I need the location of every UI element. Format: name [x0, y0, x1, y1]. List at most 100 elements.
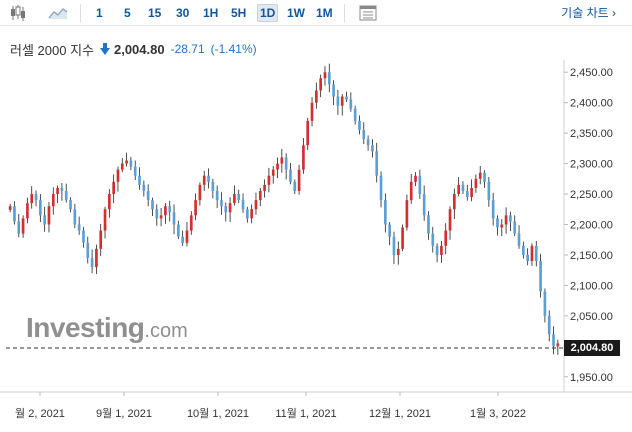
candle[interactable]	[448, 206, 452, 240]
candle[interactable]	[155, 204, 159, 226]
candle[interactable]	[461, 181, 465, 195]
candle[interactable]	[254, 192, 258, 215]
candle[interactable]	[43, 206, 46, 232]
candle[interactable]	[220, 192, 223, 215]
candle[interactable]	[233, 185, 236, 206]
candle[interactable]	[345, 91, 348, 103]
timeframe-1d[interactable]: 1D	[257, 4, 279, 22]
candle[interactable]	[409, 173, 413, 204]
candle[interactable]	[280, 148, 284, 173]
candle[interactable]	[444, 223, 448, 255]
candle[interactable]	[319, 74, 322, 98]
candle[interactable]	[90, 249, 94, 274]
candle[interactable]	[431, 226, 435, 253]
candle[interactable]	[13, 201, 16, 225]
area-chart-type-icon[interactable]	[46, 2, 70, 24]
candle[interactable]	[470, 179, 473, 202]
candle[interactable]	[151, 197, 154, 216]
candle[interactable]	[224, 202, 228, 222]
candle[interactable]	[358, 115, 361, 135]
candle[interactable]	[315, 82, 318, 109]
candle[interactable]	[353, 105, 357, 125]
candle[interactable]	[228, 197, 232, 223]
candle[interactable]	[478, 165, 482, 185]
candle[interactable]	[168, 200, 172, 222]
candle[interactable]	[172, 204, 176, 235]
candle[interactable]	[125, 152, 128, 167]
candle[interactable]	[120, 158, 124, 173]
candle[interactable]	[306, 117, 310, 151]
candle[interactable]	[435, 243, 439, 263]
candle[interactable]	[530, 243, 534, 266]
candle[interactable]	[194, 193, 197, 221]
candle[interactable]	[64, 183, 68, 203]
candle[interactable]	[51, 187, 55, 215]
candle[interactable]	[392, 231, 396, 265]
candle[interactable]	[379, 171, 383, 208]
candle[interactable]	[271, 165, 275, 184]
advanced-chart-link[interactable]: 기술 차트 ›	[561, 6, 616, 20]
candle[interactable]	[491, 192, 495, 226]
candle[interactable]	[401, 224, 404, 252]
candle[interactable]	[474, 174, 478, 193]
timeframe-1[interactable]: 1	[96, 6, 103, 20]
candle[interactable]	[56, 185, 59, 204]
candle[interactable]	[414, 172, 417, 187]
candle[interactable]	[267, 167, 271, 193]
candle[interactable]	[504, 207, 508, 234]
candle[interactable]	[34, 190, 38, 207]
candle[interactable]	[116, 166, 120, 192]
candle[interactable]	[133, 160, 137, 181]
candle[interactable]	[189, 211, 193, 235]
candle[interactable]	[17, 214, 21, 238]
candle[interactable]	[246, 206, 249, 223]
candle[interactable]	[422, 185, 426, 221]
candle[interactable]	[146, 184, 150, 207]
candle[interactable]	[371, 139, 374, 158]
candle[interactable]	[207, 168, 210, 189]
candle[interactable]	[108, 189, 111, 218]
candle[interactable]	[297, 164, 301, 195]
candle[interactable]	[26, 197, 29, 224]
candle[interactable]	[465, 184, 469, 201]
candle[interactable]	[185, 222, 189, 247]
candle[interactable]	[323, 66, 327, 86]
timeframe-1h[interactable]: 1H	[203, 6, 219, 20]
candle[interactable]	[418, 169, 422, 199]
candle[interactable]	[211, 178, 215, 199]
candle[interactable]	[483, 170, 486, 188]
candle[interactable]	[340, 94, 344, 116]
candle[interactable]	[164, 203, 167, 224]
candle[interactable]	[95, 244, 98, 274]
candle[interactable]	[396, 241, 400, 265]
candle[interactable]	[440, 240, 443, 263]
candle[interactable]	[77, 216, 81, 235]
candle[interactable]	[332, 80, 335, 106]
candle[interactable]	[241, 193, 245, 213]
candle[interactable]	[534, 240, 538, 267]
price-chart[interactable]: 2,450.00 2,400.00 2,350.00 2,300.00 2,250.00…	[0, 60, 632, 432]
candle[interactable]	[82, 226, 85, 248]
candle[interactable]	[327, 63, 331, 93]
candlestick-type-icon[interactable]	[6, 2, 30, 24]
candle[interactable]	[522, 241, 525, 259]
candle[interactable]	[349, 92, 353, 112]
timeframe-15[interactable]: 15	[148, 6, 162, 20]
candle[interactable]	[47, 201, 51, 233]
candle[interactable]	[547, 310, 551, 342]
candle[interactable]	[99, 223, 103, 257]
candle[interactable]	[263, 179, 266, 198]
candle[interactable]	[453, 188, 456, 219]
candle[interactable]	[215, 185, 219, 209]
candle[interactable]	[526, 248, 529, 266]
candle[interactable]	[539, 253, 542, 298]
candle[interactable]	[302, 137, 305, 174]
candle[interactable]	[73, 203, 77, 229]
candle[interactable]	[159, 208, 163, 227]
candle[interactable]	[129, 156, 133, 171]
candle[interactable]	[487, 176, 491, 207]
timeframe-1m[interactable]: 1M	[316, 6, 333, 20]
table-view-icon[interactable]	[356, 2, 380, 24]
candle[interactable]	[8, 203, 12, 213]
candle[interactable]	[39, 194, 42, 223]
